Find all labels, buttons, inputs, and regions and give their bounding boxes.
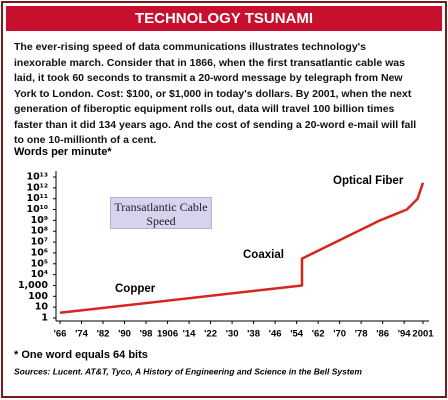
y-tick-label: 10⁸ <box>31 226 48 237</box>
sources: Sources: Lucent. AT&T, Tyco, A History o… <box>14 366 362 376</box>
x-tick-label: '70 <box>333 329 346 340</box>
y-tick-label: 10⁵ <box>31 258 48 269</box>
x-tick-label: '78 <box>355 329 368 340</box>
x-tick-label: '22 <box>204 329 217 340</box>
title-bar <box>6 6 442 31</box>
x-tick-label: 2001 <box>412 329 434 340</box>
x-tick-label: '46 <box>269 329 282 340</box>
y-tick-label: 10¹³ <box>26 172 48 183</box>
x-tick-label: 1906 <box>157 329 178 340</box>
y-tick-label: 10¹⁰ <box>26 204 48 215</box>
title: TECHNOLOGY TSUNAMI <box>135 10 313 27</box>
y-tick-label: 1 <box>41 313 48 324</box>
y-tick-label: 100 <box>28 291 48 302</box>
data-line <box>59 182 425 315</box>
x-tick-label: '94 <box>398 329 412 340</box>
y-tick-label: 10⁷ <box>31 237 48 248</box>
footnote: * One word equals 64 bits <box>14 349 148 361</box>
annotation: Optical Fiber <box>333 175 404 187</box>
y-tick-label: 10¹² <box>26 182 48 193</box>
x-tick-label: '90 <box>118 329 131 340</box>
x-tick-label: '30 <box>226 329 239 340</box>
x-tick-label: '54 <box>290 329 304 340</box>
x-tick-label: '82 <box>97 329 110 340</box>
x-tick-label: '66 <box>54 329 67 340</box>
x-tick-label: '74 <box>75 329 89 340</box>
x-tick-label: '38 <box>247 329 260 340</box>
y-tick-label: 10⁴ <box>31 269 48 280</box>
y-tick-label: 10¹¹ <box>26 193 48 204</box>
y-tick-label: 10⁶ <box>31 247 48 258</box>
y-tick-label: 10⁹ <box>31 215 48 226</box>
x-tick-label: '86 <box>376 329 389 340</box>
annotation: Coaxial <box>243 249 284 261</box>
x-tick-label: '98 <box>140 329 153 340</box>
legend: Transatlantic Cable Speed <box>110 197 212 229</box>
y-tick-label: 1,000 <box>18 280 48 291</box>
intro-text: The ever-rising speed of data communicat… <box>14 41 417 146</box>
y-axis-label: Words per minute* <box>14 146 112 158</box>
x-tick-label: '62 <box>312 329 325 340</box>
annotation: Copper <box>115 283 156 295</box>
x-tick-label: '14 <box>183 329 197 340</box>
y-tick-label: 10 <box>35 302 49 313</box>
